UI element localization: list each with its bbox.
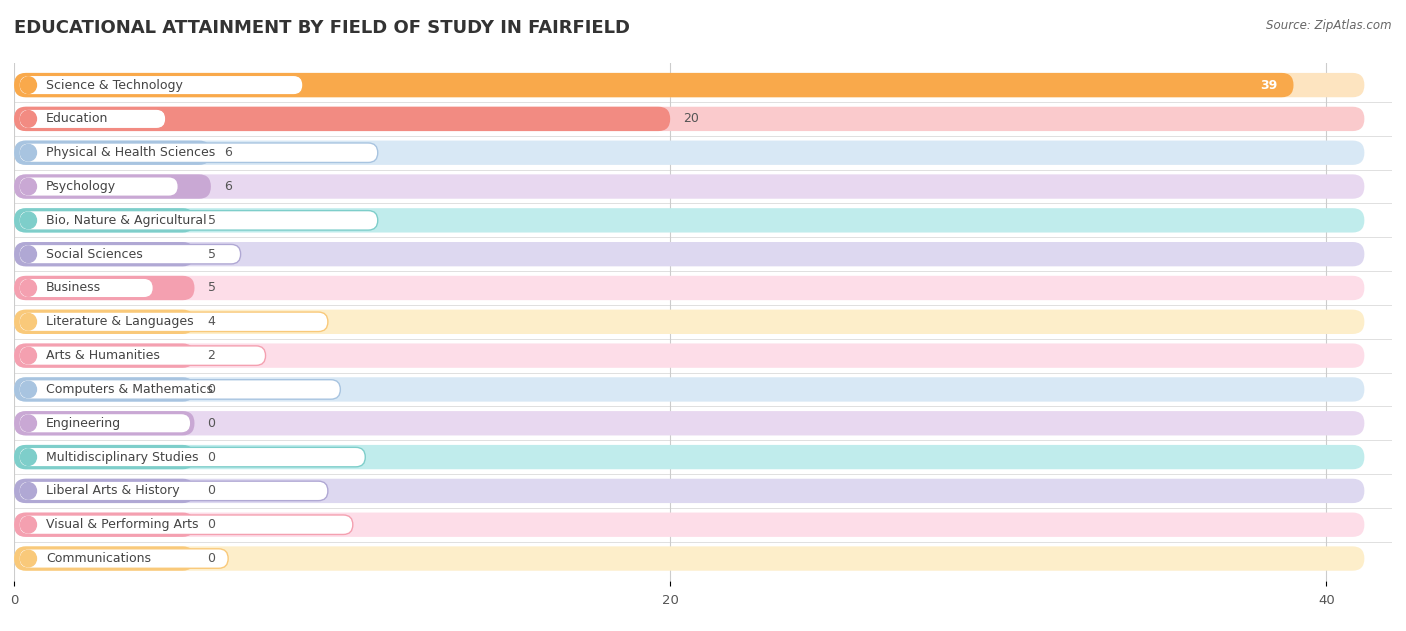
Text: Computers & Mathematics: Computers & Mathematics (46, 383, 214, 396)
FancyBboxPatch shape (14, 546, 1364, 570)
FancyBboxPatch shape (20, 481, 328, 500)
Text: Social Sciences: Social Sciences (46, 248, 143, 261)
Text: Liberal Arts & History: Liberal Arts & History (46, 485, 180, 497)
FancyBboxPatch shape (14, 512, 1364, 537)
Text: 0: 0 (208, 552, 215, 565)
Text: Source: ZipAtlas.com: Source: ZipAtlas.com (1267, 19, 1392, 32)
Text: 6: 6 (224, 146, 232, 159)
Text: 0: 0 (208, 416, 215, 430)
FancyBboxPatch shape (20, 211, 378, 230)
Text: 39: 39 (1260, 79, 1277, 91)
FancyBboxPatch shape (14, 73, 1294, 97)
Circle shape (21, 77, 37, 93)
FancyBboxPatch shape (14, 479, 1364, 503)
FancyBboxPatch shape (14, 445, 194, 469)
FancyBboxPatch shape (14, 343, 1364, 368)
FancyBboxPatch shape (14, 141, 1364, 165)
Circle shape (21, 381, 37, 398)
FancyBboxPatch shape (20, 278, 153, 298)
FancyBboxPatch shape (14, 310, 1364, 334)
Text: 0: 0 (208, 451, 215, 464)
FancyBboxPatch shape (14, 242, 1364, 266)
FancyBboxPatch shape (20, 143, 378, 162)
FancyBboxPatch shape (14, 377, 1364, 401)
Circle shape (21, 110, 37, 127)
Circle shape (21, 449, 37, 465)
FancyBboxPatch shape (14, 479, 194, 503)
Circle shape (21, 516, 37, 533)
Text: Multidisciplinary Studies: Multidisciplinary Studies (46, 451, 198, 464)
FancyBboxPatch shape (14, 310, 194, 334)
Circle shape (21, 280, 37, 297)
FancyBboxPatch shape (14, 546, 194, 570)
Circle shape (21, 483, 37, 499)
Text: 0: 0 (208, 485, 215, 497)
Text: Communications: Communications (46, 552, 150, 565)
FancyBboxPatch shape (14, 174, 211, 199)
Text: Physical & Health Sciences: Physical & Health Sciences (46, 146, 215, 159)
FancyBboxPatch shape (20, 515, 353, 534)
FancyBboxPatch shape (14, 107, 1364, 131)
Text: Arts & Humanities: Arts & Humanities (46, 349, 160, 362)
FancyBboxPatch shape (14, 445, 1364, 469)
Text: Psychology: Psychology (46, 180, 117, 193)
FancyBboxPatch shape (20, 312, 328, 331)
Circle shape (21, 415, 37, 432)
Text: Literature & Languages: Literature & Languages (46, 316, 194, 328)
FancyBboxPatch shape (20, 109, 166, 129)
FancyBboxPatch shape (14, 411, 1364, 435)
FancyBboxPatch shape (20, 244, 240, 264)
Text: Education: Education (46, 112, 108, 126)
FancyBboxPatch shape (14, 377, 194, 401)
Text: 5: 5 (208, 281, 215, 295)
FancyBboxPatch shape (20, 380, 340, 399)
Text: 6: 6 (224, 180, 232, 193)
Text: 20: 20 (683, 112, 699, 126)
Circle shape (21, 314, 37, 330)
FancyBboxPatch shape (14, 141, 211, 165)
FancyBboxPatch shape (20, 413, 191, 433)
FancyBboxPatch shape (14, 276, 194, 300)
FancyBboxPatch shape (14, 411, 194, 435)
Text: Business: Business (46, 281, 101, 295)
FancyBboxPatch shape (14, 208, 194, 233)
FancyBboxPatch shape (14, 73, 1364, 97)
Text: 0: 0 (208, 383, 215, 396)
FancyBboxPatch shape (14, 276, 1364, 300)
Circle shape (21, 347, 37, 364)
Text: 4: 4 (208, 316, 215, 328)
Circle shape (21, 179, 37, 195)
Text: 0: 0 (208, 518, 215, 531)
FancyBboxPatch shape (20, 177, 179, 196)
FancyBboxPatch shape (20, 549, 228, 569)
FancyBboxPatch shape (20, 447, 366, 467)
FancyBboxPatch shape (14, 174, 1364, 199)
Circle shape (21, 212, 37, 228)
FancyBboxPatch shape (14, 343, 194, 368)
FancyBboxPatch shape (14, 242, 194, 266)
Text: 5: 5 (208, 214, 215, 227)
Text: 5: 5 (208, 248, 215, 261)
Text: 2: 2 (208, 349, 215, 362)
Text: Engineering: Engineering (46, 416, 121, 430)
Text: Science & Technology: Science & Technology (46, 79, 183, 91)
FancyBboxPatch shape (14, 107, 671, 131)
Circle shape (21, 144, 37, 161)
FancyBboxPatch shape (14, 512, 194, 537)
Text: Bio, Nature & Agricultural: Bio, Nature & Agricultural (46, 214, 207, 227)
FancyBboxPatch shape (14, 208, 1364, 233)
Text: EDUCATIONAL ATTAINMENT BY FIELD OF STUDY IN FAIRFIELD: EDUCATIONAL ATTAINMENT BY FIELD OF STUDY… (14, 19, 630, 37)
FancyBboxPatch shape (20, 346, 266, 365)
FancyBboxPatch shape (20, 75, 302, 95)
Text: Visual & Performing Arts: Visual & Performing Arts (46, 518, 198, 531)
Circle shape (21, 246, 37, 262)
Circle shape (21, 550, 37, 567)
